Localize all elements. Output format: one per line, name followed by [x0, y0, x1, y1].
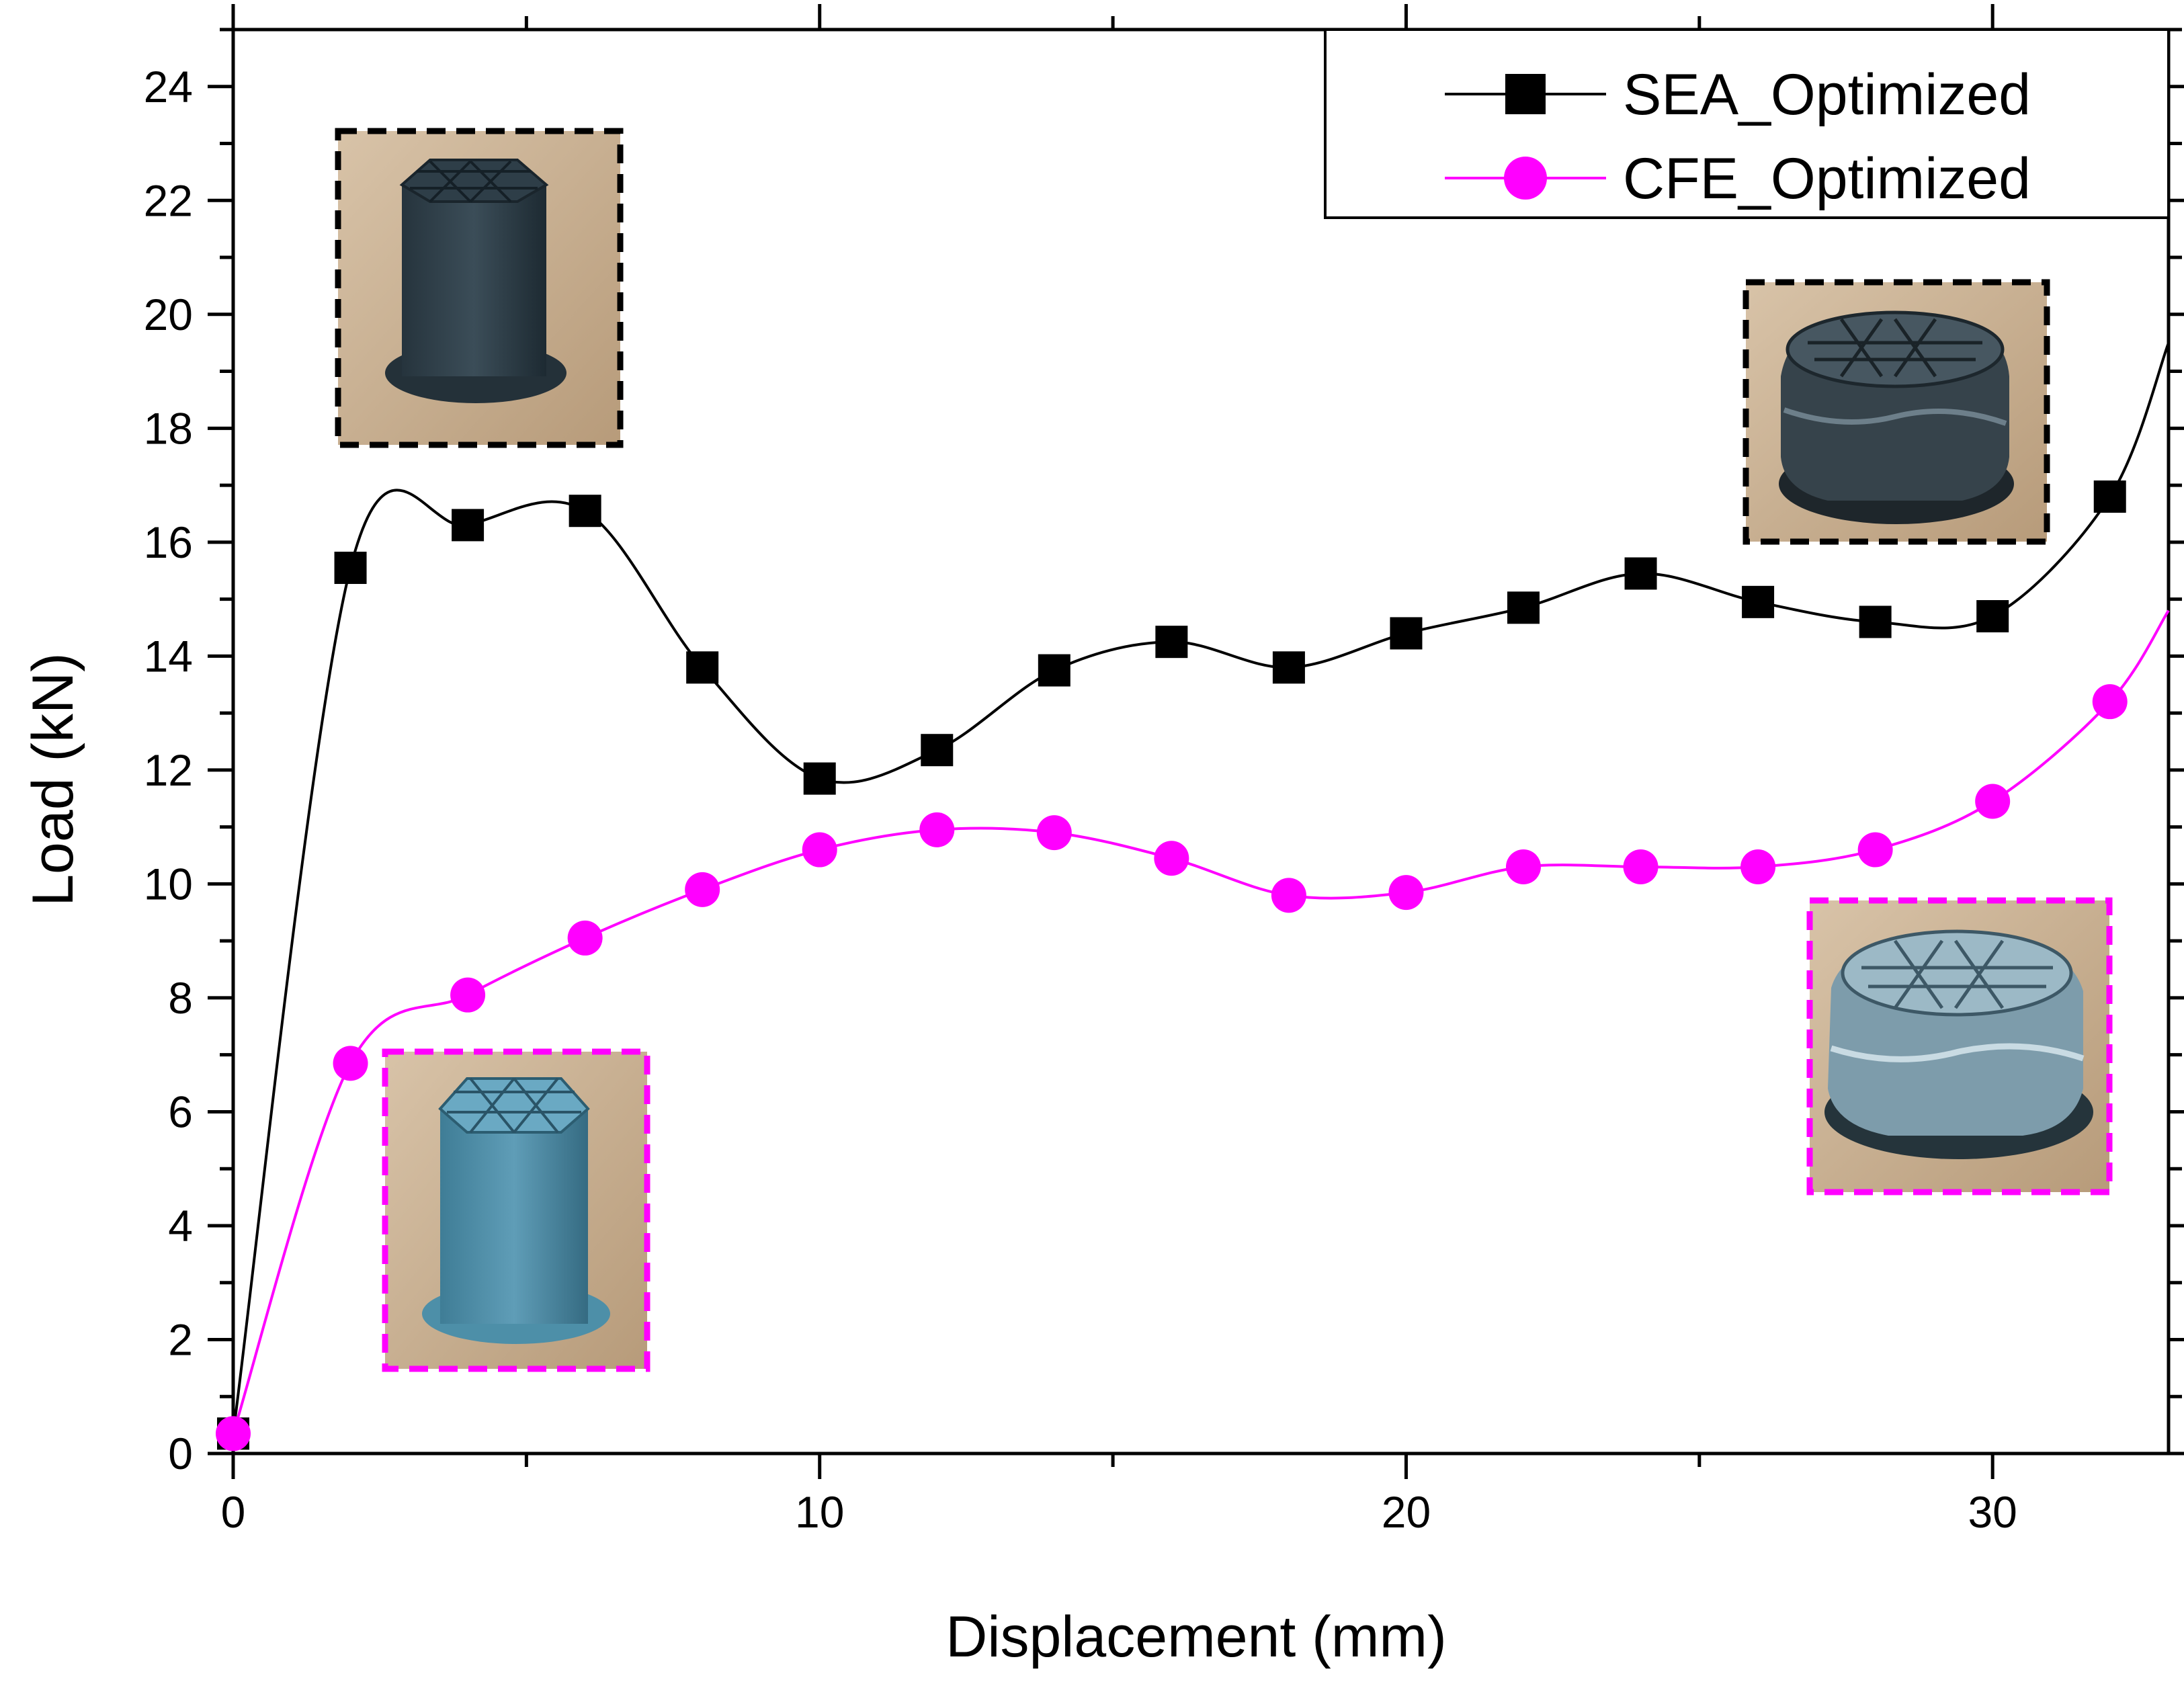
data-point [1859, 605, 1892, 638]
x-tick-label: 10 [795, 1487, 844, 1537]
x-tick-label: 20 [1382, 1487, 1431, 1537]
y-tick-label: 6 [168, 1087, 193, 1136]
y-tick-label: 2 [168, 1314, 193, 1364]
data-point [921, 734, 954, 767]
y-tick-label: 14 [144, 631, 193, 681]
y-tick-label: 16 [144, 517, 193, 567]
inset-cfe-initial [382, 1048, 650, 1372]
data-point [1857, 832, 1893, 868]
data-point [685, 872, 720, 907]
legend-label-sea: SEA_Optimized [1623, 62, 2031, 127]
x-tick-label: 30 [1968, 1487, 2017, 1537]
data-point [567, 920, 603, 956]
series-CFE_Optimized [216, 609, 2170, 1451]
series-layer [216, 342, 2170, 1451]
data-point [1740, 849, 1776, 884]
y-tick-label: 8 [168, 973, 193, 1023]
y-tick-label: 12 [144, 745, 193, 795]
legend-marker-cfe [1504, 157, 1547, 200]
data-point [569, 495, 601, 528]
legend-label-cfe: CFE_Optimized [1623, 146, 2031, 211]
y-tick-label: 22 [144, 175, 193, 225]
x-axis-title: Displacement (mm) [946, 1605, 1446, 1669]
data-point [1272, 651, 1305, 684]
data-point [1036, 815, 1072, 851]
data-point [216, 1416, 251, 1451]
y-tick-label: 10 [144, 859, 193, 909]
data-point [1388, 875, 1424, 911]
legend: SEA_Optimized CFE_Optimized [1324, 28, 2170, 219]
data-point [1623, 849, 1658, 884]
data-point [1624, 557, 1657, 590]
x-tick-label: 0 [221, 1487, 246, 1537]
data-point [686, 651, 719, 684]
y-axis-title: Load (kN) [21, 652, 85, 907]
data-point [1038, 654, 1070, 687]
data-point [1390, 617, 1423, 650]
data-point [333, 1046, 368, 1081]
inset-sea-initial [335, 128, 624, 448]
data-point [452, 509, 485, 542]
data-point [1154, 841, 1189, 876]
y-tick-label: 4 [168, 1201, 193, 1251]
data-point [2092, 684, 2128, 720]
data-point [1742, 585, 1775, 618]
data-point [802, 832, 837, 868]
data-point [2093, 480, 2126, 513]
data-point [1271, 878, 1306, 913]
y-tick-label: 24 [144, 62, 193, 112]
plot-frame [231, 28, 2171, 1456]
data-point [1976, 600, 2009, 633]
data-point [1507, 591, 1540, 624]
legend-box [1324, 28, 2170, 219]
y-tick-label: 20 [144, 290, 193, 339]
inset-cfe-crushed [1806, 897, 2113, 1195]
data-point [1155, 626, 1188, 659]
data-point [919, 812, 955, 847]
y-tick-label: 18 [144, 403, 193, 453]
legend-marker-sea [1505, 74, 1546, 114]
data-point [1506, 849, 1541, 884]
data-point [450, 977, 486, 1013]
inset-sea-crushed [1742, 279, 2050, 545]
y-tick-label: 0 [168, 1429, 193, 1478]
data-point [1975, 784, 2011, 819]
data-point [334, 551, 367, 584]
data-point [803, 762, 836, 795]
